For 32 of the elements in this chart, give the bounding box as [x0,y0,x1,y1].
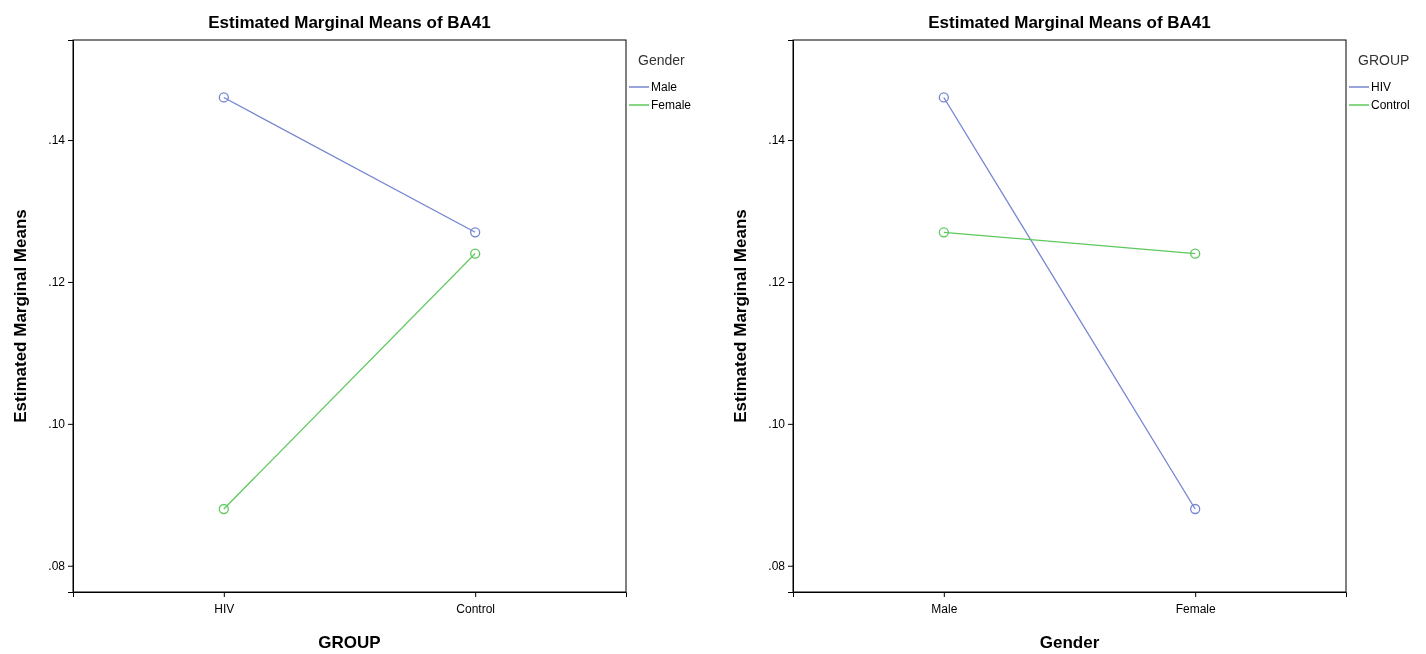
legend-label: HIV [1371,80,1392,94]
point [938,227,949,238]
point [1190,248,1201,259]
y-tick-label: .12 [48,275,66,290]
x-tick-label: HIV [214,602,235,617]
point [470,248,481,259]
point [1190,503,1201,515]
y-tick-label: .10 [48,417,66,432]
x-tick-label: Control [456,602,496,617]
chart-title: Estimated Marginal Means of BA41 [928,13,1211,32]
point [470,227,481,238]
legend-title: GROUP [1358,52,1410,68]
x-tick-label: Female [1175,602,1217,617]
y-tick-label: .12 [768,275,786,290]
x-tick-label: Male [931,602,958,617]
y-axis-title: Estimated Marginal Means [11,209,30,423]
y-axis-title: Estimated Marginal Means [731,209,750,423]
y-tick-label: .08 [48,559,66,574]
legend-label: Control [1371,98,1410,112]
legend-label: Female [651,98,692,112]
x-axis-title: GROUP [318,633,381,652]
point [218,92,229,103]
x-axis-title: Gender [1039,633,1100,652]
legend-title: Gender [638,52,686,68]
point [218,503,229,515]
y-tick-label: .14 [768,133,786,148]
y-tick-label: .14 [48,133,66,148]
chart-title: Estimated Marginal Means of BA41 [208,13,491,32]
y-tick-label: .10 [768,417,786,432]
point [938,92,949,103]
y-tick-label: .08 [768,559,786,574]
legend-label: Male [651,80,678,94]
